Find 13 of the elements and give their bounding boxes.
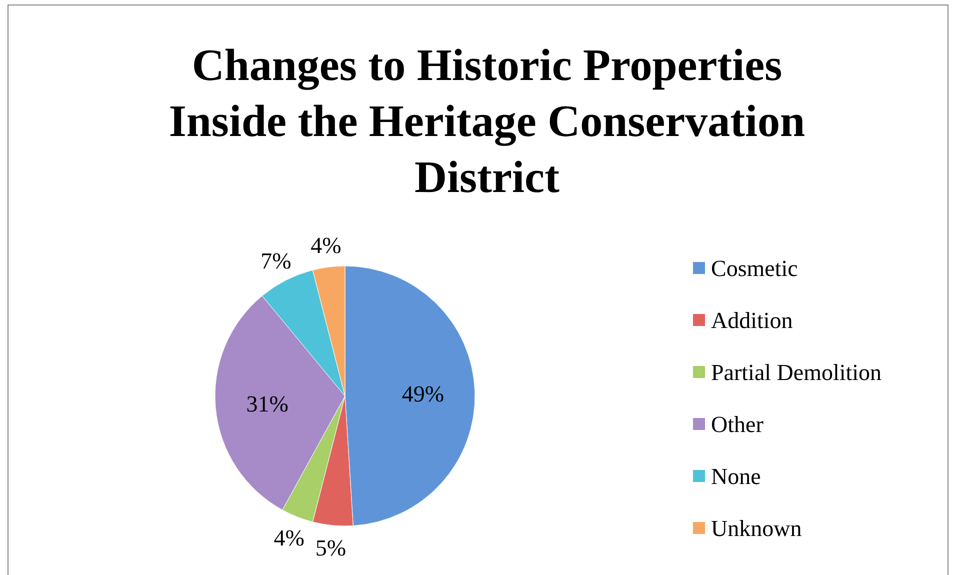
data-label: 49%: [402, 382, 444, 407]
data-label: 4%: [310, 233, 342, 258]
legend-label: Partial Demolition: [711, 360, 882, 386]
data-label: 4%: [274, 525, 304, 550]
data-label: 5%: [315, 535, 346, 560]
legend-label: Addition: [711, 308, 794, 334]
legend-label: Unknown: [711, 516, 802, 542]
data-label: 31%: [246, 391, 288, 416]
data-label: 7%: [260, 248, 292, 274]
legend-label: Cosmetic: [711, 256, 798, 282]
chart-title: Changes to Historic Properties Inside the Heritage Conservation District: [168, 40, 806, 202]
legend-label: None: [711, 464, 761, 490]
legend-label: Other: [711, 412, 764, 438]
